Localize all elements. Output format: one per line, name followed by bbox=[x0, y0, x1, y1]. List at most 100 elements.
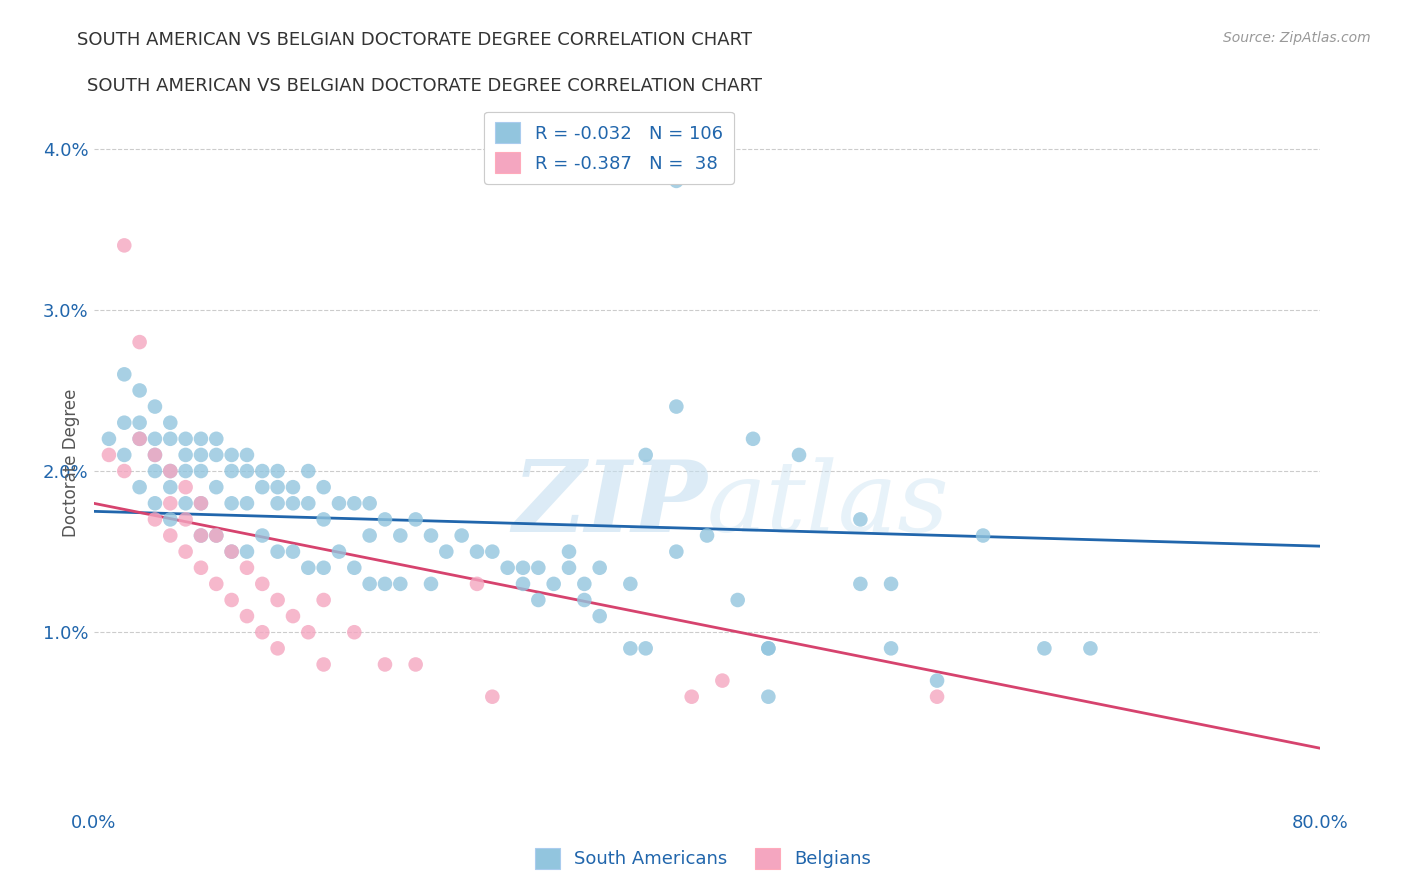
Point bbox=[589, 609, 612, 624]
Point bbox=[389, 528, 412, 542]
Text: SOUTH AMERICAN VS BELGIAN DOCTORATE DEGREE CORRELATION CHART: SOUTH AMERICAN VS BELGIAN DOCTORATE DEGR… bbox=[87, 78, 762, 95]
Point bbox=[281, 609, 304, 624]
Point bbox=[128, 335, 150, 350]
Point bbox=[174, 448, 197, 462]
Point bbox=[496, 561, 519, 575]
Point bbox=[665, 400, 688, 414]
Point bbox=[252, 577, 274, 591]
Point bbox=[236, 448, 259, 462]
Point bbox=[190, 528, 212, 542]
Point bbox=[343, 561, 366, 575]
Point bbox=[681, 690, 703, 704]
Point bbox=[756, 641, 779, 656]
Point bbox=[112, 416, 135, 430]
Point bbox=[159, 480, 181, 494]
Point bbox=[128, 480, 150, 494]
Point bbox=[112, 448, 135, 462]
Point bbox=[465, 544, 488, 558]
Point bbox=[128, 416, 150, 430]
Point bbox=[266, 641, 288, 656]
Point bbox=[312, 657, 335, 672]
Point bbox=[465, 577, 488, 591]
Point bbox=[128, 384, 150, 398]
Point bbox=[558, 561, 581, 575]
Point bbox=[159, 464, 181, 478]
Y-axis label: Doctorate Degree: Doctorate Degree bbox=[62, 389, 80, 537]
Point bbox=[787, 448, 810, 462]
Point bbox=[236, 496, 259, 510]
Point bbox=[252, 625, 274, 640]
Point bbox=[159, 496, 181, 510]
Point bbox=[174, 512, 197, 526]
Point bbox=[266, 464, 288, 478]
Point bbox=[174, 464, 197, 478]
Point bbox=[1080, 641, 1102, 656]
Point bbox=[190, 496, 212, 510]
Point bbox=[159, 432, 181, 446]
Point bbox=[174, 544, 197, 558]
Point bbox=[925, 690, 948, 704]
Point bbox=[143, 512, 166, 526]
Point bbox=[266, 593, 288, 607]
Point bbox=[972, 528, 994, 542]
Point bbox=[543, 577, 565, 591]
Point bbox=[420, 577, 443, 591]
Point bbox=[634, 641, 657, 656]
Point bbox=[236, 561, 259, 575]
Point bbox=[266, 496, 288, 510]
Point bbox=[527, 593, 550, 607]
Text: Source: ZipAtlas.com: Source: ZipAtlas.com bbox=[1223, 31, 1371, 45]
Point bbox=[343, 625, 366, 640]
Point bbox=[359, 577, 381, 591]
Point bbox=[574, 593, 596, 607]
Point bbox=[574, 577, 596, 591]
Point bbox=[190, 496, 212, 510]
Point bbox=[619, 641, 641, 656]
Point bbox=[312, 593, 335, 607]
Point bbox=[143, 448, 166, 462]
Legend: South Americans, Belgians: South Americans, Belgians bbox=[527, 840, 879, 876]
Point bbox=[205, 577, 228, 591]
Legend: R = -0.032   N = 106, R = -0.387   N =  38: R = -0.032 N = 106, R = -0.387 N = 38 bbox=[484, 112, 734, 184]
Point bbox=[849, 512, 872, 526]
Point bbox=[343, 496, 366, 510]
Point bbox=[190, 432, 212, 446]
Point bbox=[405, 657, 427, 672]
Point bbox=[174, 480, 197, 494]
Point bbox=[558, 544, 581, 558]
Text: SOUTH AMERICAN VS BELGIAN DOCTORATE DEGREE CORRELATION CHART: SOUTH AMERICAN VS BELGIAN DOCTORATE DEGR… bbox=[77, 31, 752, 49]
Point bbox=[619, 577, 641, 591]
Point bbox=[174, 496, 197, 510]
Point bbox=[143, 448, 166, 462]
Point bbox=[143, 496, 166, 510]
Point bbox=[297, 496, 319, 510]
Point bbox=[236, 609, 259, 624]
Point bbox=[205, 528, 228, 542]
Point bbox=[312, 561, 335, 575]
Point bbox=[434, 544, 457, 558]
Point bbox=[481, 690, 503, 704]
Point bbox=[205, 480, 228, 494]
Point bbox=[756, 641, 779, 656]
Point bbox=[880, 641, 903, 656]
Point bbox=[236, 464, 259, 478]
Point bbox=[190, 528, 212, 542]
Point bbox=[252, 464, 274, 478]
Point bbox=[405, 512, 427, 526]
Point bbox=[925, 673, 948, 688]
Point bbox=[512, 561, 534, 575]
Point bbox=[756, 690, 779, 704]
Point bbox=[252, 480, 274, 494]
Point bbox=[312, 480, 335, 494]
Point bbox=[450, 528, 472, 542]
Point bbox=[97, 432, 120, 446]
Point bbox=[190, 561, 212, 575]
Point bbox=[665, 544, 688, 558]
Point bbox=[221, 593, 243, 607]
Point bbox=[481, 544, 503, 558]
Point bbox=[205, 432, 228, 446]
Point bbox=[328, 544, 350, 558]
Point bbox=[1033, 641, 1056, 656]
Point bbox=[112, 368, 135, 382]
Point bbox=[512, 577, 534, 591]
